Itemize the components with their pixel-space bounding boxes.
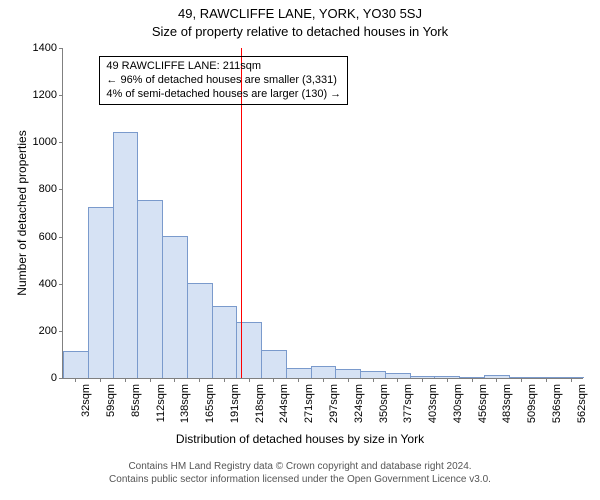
histogram-bar	[63, 351, 89, 378]
x-tick-label: 59sqm	[105, 384, 117, 417]
histogram-bar	[261, 350, 287, 378]
x-tick-label: 377sqm	[402, 384, 414, 423]
x-tick-label: 483sqm	[501, 384, 513, 423]
chart-title-main: 49, RAWCLIFFE LANE, YORK, YO30 5SJ	[0, 6, 600, 21]
y-tick-mark	[59, 378, 63, 379]
x-tick-label: 562sqm	[576, 384, 588, 423]
histogram-bar	[162, 236, 188, 378]
y-tick-mark	[59, 48, 63, 49]
x-tick-label: 430sqm	[452, 384, 464, 423]
info-box-line: 4% of semi-detached houses are larger (1…	[106, 88, 341, 102]
y-axis-label: Number of detached properties	[15, 113, 29, 313]
x-tick-mark	[174, 378, 175, 382]
chart-footer: Contains HM Land Registry data © Crown c…	[0, 460, 600, 486]
footer-line-2: Contains public sector information licen…	[0, 473, 600, 486]
x-tick-label: 324sqm	[353, 384, 365, 423]
x-tick-label: 244sqm	[278, 384, 290, 423]
x-tick-mark	[348, 378, 349, 382]
histogram-bar	[137, 200, 163, 378]
histogram-bar	[311, 366, 337, 378]
x-tick-label: 218sqm	[254, 384, 266, 423]
x-tick-mark	[521, 378, 522, 382]
x-tick-label: 85sqm	[130, 384, 142, 417]
x-tick-mark	[571, 378, 572, 382]
chart-title-sub: Size of property relative to detached ho…	[0, 24, 600, 39]
x-tick-mark	[298, 378, 299, 382]
x-tick-label: 138sqm	[179, 384, 191, 423]
histogram-bar	[286, 368, 312, 378]
x-tick-label: 403sqm	[427, 384, 439, 423]
y-tick-mark	[59, 142, 63, 143]
x-tick-mark	[447, 378, 448, 382]
x-tick-mark	[150, 378, 151, 382]
x-axis-label: Distribution of detached houses by size …	[0, 432, 600, 446]
x-tick-label: 350sqm	[378, 384, 390, 423]
x-tick-label: 536sqm	[551, 384, 563, 423]
histogram-bar	[187, 283, 213, 378]
chart-plot-area: 020040060080010001200140032sqm59sqm85sqm…	[62, 48, 583, 379]
histogram-bar	[212, 306, 238, 378]
histogram-bar	[360, 371, 386, 378]
info-box: 49 RAWCLIFFE LANE: 211sqm← 96% of detach…	[99, 56, 348, 105]
footer-line-1: Contains HM Land Registry data © Crown c…	[0, 460, 600, 473]
histogram-bar	[335, 369, 361, 378]
x-tick-label: 112sqm	[155, 384, 167, 422]
x-tick-label: 271sqm	[303, 384, 315, 423]
x-tick-label: 32sqm	[80, 384, 92, 417]
y-tick-mark	[59, 284, 63, 285]
x-tick-label: 509sqm	[526, 384, 538, 423]
x-tick-mark	[472, 378, 473, 382]
y-tick-mark	[59, 237, 63, 238]
info-box-line: ← 96% of detached houses are smaller (3,…	[106, 74, 341, 88]
y-tick-mark	[59, 331, 63, 332]
x-tick-label: 165sqm	[204, 384, 216, 423]
x-tick-mark	[100, 378, 101, 382]
info-box-line: 49 RAWCLIFFE LANE: 211sqm	[106, 60, 341, 74]
x-tick-label: 297sqm	[328, 384, 340, 423]
x-tick-mark	[546, 378, 547, 382]
x-tick-label: 456sqm	[477, 384, 489, 423]
histogram-bar	[113, 132, 139, 378]
x-tick-mark	[249, 378, 250, 382]
x-tick-mark	[224, 378, 225, 382]
x-tick-mark	[75, 378, 76, 382]
x-tick-mark	[199, 378, 200, 382]
x-tick-mark	[496, 378, 497, 382]
x-tick-mark	[422, 378, 423, 382]
x-tick-mark	[125, 378, 126, 382]
histogram-bar	[88, 207, 114, 378]
x-tick-mark	[323, 378, 324, 382]
x-tick-label: 191sqm	[229, 384, 241, 423]
x-tick-mark	[373, 378, 374, 382]
x-tick-mark	[273, 378, 274, 382]
y-tick-mark	[59, 189, 63, 190]
x-tick-mark	[397, 378, 398, 382]
y-tick-mark	[59, 95, 63, 96]
